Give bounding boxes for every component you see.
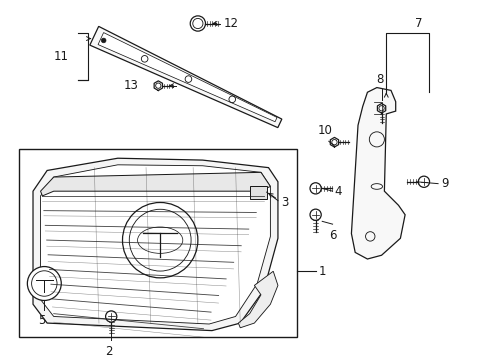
Text: 4: 4 bbox=[334, 185, 341, 198]
Polygon shape bbox=[238, 271, 277, 328]
Text: 11: 11 bbox=[54, 50, 69, 63]
Circle shape bbox=[101, 38, 106, 43]
Circle shape bbox=[27, 266, 61, 301]
Text: 6: 6 bbox=[328, 229, 336, 242]
Text: 3: 3 bbox=[280, 196, 287, 209]
Text: 1: 1 bbox=[318, 265, 325, 278]
Polygon shape bbox=[41, 172, 270, 196]
Bar bbox=[19, 149, 296, 337]
Polygon shape bbox=[41, 165, 270, 324]
Text: 10: 10 bbox=[317, 123, 332, 136]
Text: 8: 8 bbox=[375, 73, 383, 86]
Polygon shape bbox=[98, 33, 277, 122]
Text: 7: 7 bbox=[415, 17, 422, 30]
Polygon shape bbox=[90, 26, 281, 127]
Text: 9: 9 bbox=[440, 177, 447, 190]
Text: 2: 2 bbox=[104, 345, 112, 358]
Text: 12: 12 bbox=[223, 17, 238, 30]
Polygon shape bbox=[351, 87, 404, 259]
Text: 5: 5 bbox=[38, 314, 45, 327]
Circle shape bbox=[122, 202, 198, 278]
Polygon shape bbox=[33, 158, 277, 330]
Text: 13: 13 bbox=[123, 79, 138, 92]
Bar bbox=[249, 186, 266, 199]
